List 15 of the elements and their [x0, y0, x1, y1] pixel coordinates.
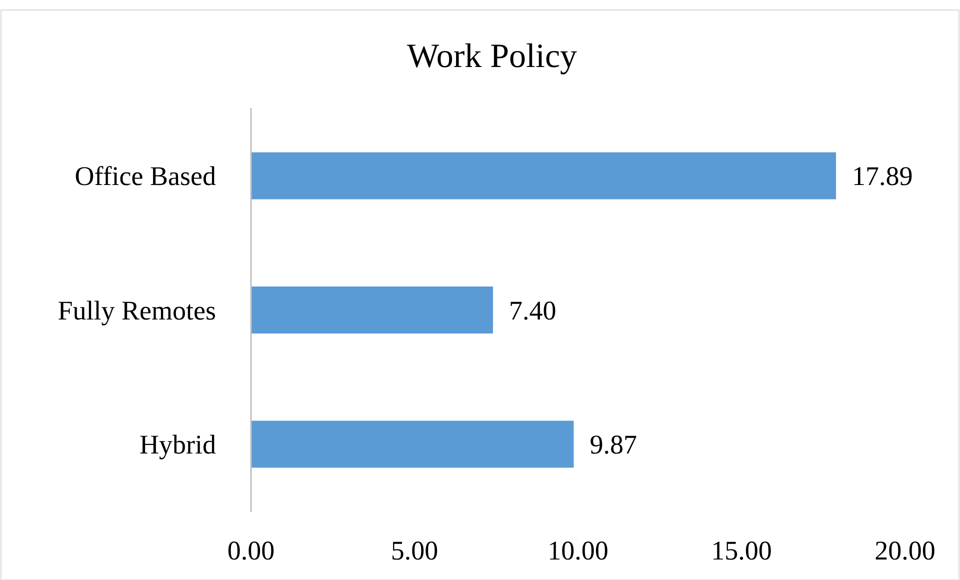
chart-title: Work Policy [406, 38, 578, 75]
bar [251, 152, 836, 200]
x-tick-label: 0.00 [227, 535, 275, 566]
x-tick-label: 5.00 [390, 535, 438, 566]
data-label: 17.89 [852, 161, 913, 192]
y-tick-label: Fully Remotes [58, 295, 216, 326]
x-tick-label: 15.00 [711, 535, 772, 566]
y-tick-label: Office Based [74, 161, 216, 192]
x-tick-label: 20.00 [874, 535, 936, 566]
data-label: 9.87 [590, 430, 637, 460]
y-tick-label: Hybrid [140, 430, 216, 460]
bar [251, 420, 574, 468]
data-label: 7.40 [508, 295, 556, 326]
bar [251, 286, 493, 334]
x-tick-label: 10.00 [548, 535, 608, 566]
